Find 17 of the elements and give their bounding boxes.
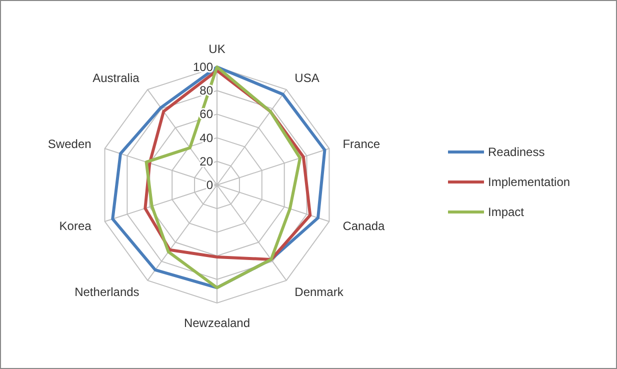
y-tick-label: 0	[206, 178, 214, 192]
legend-label: Impact	[488, 205, 525, 219]
spoke-label: Newzealand	[184, 316, 250, 330]
spoke-label: Canada	[342, 218, 386, 233]
legend-label: Readiness	[488, 145, 545, 159]
spoke-label: France	[342, 137, 380, 152]
spoke-label: Denmark	[294, 284, 344, 299]
spoke-label: UK	[208, 42, 226, 56]
y-tick-label: 100	[192, 60, 214, 74]
y-tick-label: 40	[200, 130, 214, 145]
spoke-label: Netherlands	[74, 284, 140, 299]
spoke-label: Sweden	[48, 137, 92, 152]
legend-label: Implementation	[488, 175, 570, 189]
spoke-label: Korea	[59, 218, 92, 233]
spoke-label: Australia	[92, 71, 140, 86]
spoke-label: USA	[294, 71, 320, 86]
y-tick-label: 20	[200, 154, 214, 168]
